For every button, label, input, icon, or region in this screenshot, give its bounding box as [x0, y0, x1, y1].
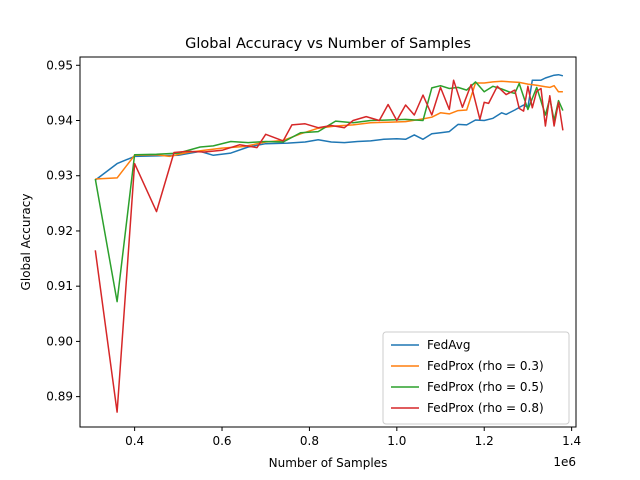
- x-axis-label: Number of Samples: [269, 456, 388, 470]
- x-tick-label: 0.4: [125, 434, 144, 448]
- y-tick-label: 0.91: [46, 279, 73, 293]
- plot-lines: [94, 73, 564, 413]
- y-tick-label: 0.92: [46, 224, 73, 238]
- y-tick-label: 0.89: [46, 390, 73, 404]
- y-tick-label: 0.94: [46, 114, 73, 128]
- y-tick-label: 0.93: [46, 169, 73, 183]
- legend-box: [382, 331, 570, 425]
- x-tick-label: 1.2: [475, 434, 494, 448]
- x-tick-label: 0.6: [212, 434, 231, 448]
- y-tick-label: 0.95: [46, 58, 73, 72]
- plot-frame: [79, 56, 577, 428]
- legend-entry: FedProx (rho = 0.8): [427, 401, 544, 415]
- x-tick-label: 0.8: [300, 434, 319, 448]
- legend-entry: FedProx (rho = 0.3): [427, 359, 544, 373]
- legend-entry: FedProx (rho = 0.5): [427, 380, 544, 394]
- y-axis-label: Global Accuracy: [19, 194, 33, 291]
- x-axis-offset-label: 1e6: [553, 455, 576, 469]
- legend: FedAvg FedProx (rho = 0.3) FedProx (rho = …: [382, 331, 570, 425]
- x-tick-label: 1.0: [387, 434, 406, 448]
- chart-title: Global Accuracy vs Number of Samples: [185, 36, 471, 52]
- y-tick-label: 0.90: [46, 334, 73, 348]
- x-tick-label: 1.4: [562, 434, 581, 448]
- legend-entry: FedAvg: [427, 338, 470, 352]
- axis-ticks: 0.4 0.6 0.8 1.0 1.2 1.4 0.89 0.90 0.91 0.92 0.93 0.…: [46, 58, 581, 448]
- series-line-4: [94, 79, 564, 413]
